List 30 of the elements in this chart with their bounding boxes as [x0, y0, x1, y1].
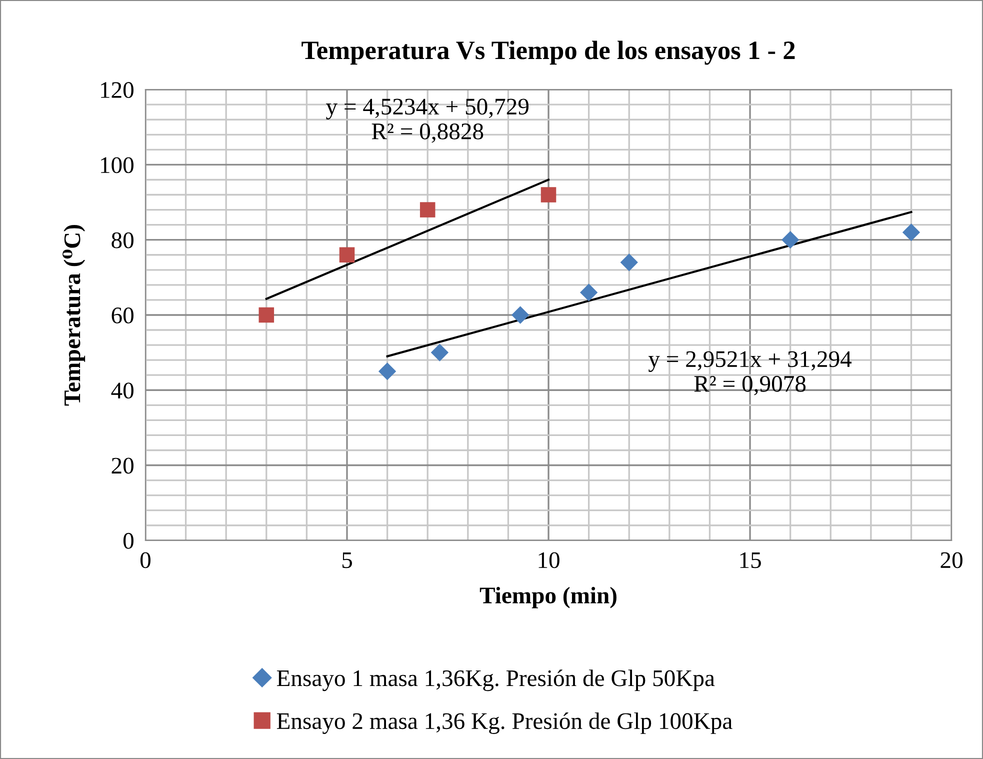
x-tick-label: 0	[140, 552, 150, 568]
point	[580, 284, 598, 302]
x-tick-label: 20	[940, 552, 962, 568]
point	[420, 202, 436, 218]
y-tick-label: 20	[112, 458, 134, 474]
point	[430, 344, 449, 362]
y-tick-label: 80	[112, 232, 134, 248]
y-tick-label: 120	[101, 82, 134, 98]
y-tick-label: 40	[111, 382, 134, 399]
point	[339, 247, 355, 263]
y-tick-label: 0	[123, 532, 134, 549]
y-axis-title: Temperatura (⁰C)	[62, 225, 86, 406]
chart-title: Temperatura Vs Tiempo de los ensayos 1 - 2	[302, 40, 795, 65]
point	[620, 254, 638, 272]
point	[540, 187, 556, 202]
point	[511, 306, 530, 324]
x-tick-label: 10	[538, 552, 560, 568]
point	[902, 223, 920, 242]
x-tick-label: 5	[342, 552, 352, 568]
annotation: y = 2,9521x + 31,294 R² = 0,9078	[648, 351, 852, 396]
annotation: y = 4,5234x + 50,729 R² = 0,8828	[326, 98, 528, 143]
legend-label: Ensayo 1 masa 1,36Kg. Presión de Glp 50Kpa	[276, 670, 715, 692]
y-tick-label: 100	[101, 157, 134, 174]
legend-label: Ensayo 2 masa 1,36 Kg. Presión de Glp 100Kpa	[276, 712, 732, 734]
x-axis-title: Tiempo (min)	[480, 586, 616, 608]
y-tick-label: 60	[112, 307, 134, 324]
point	[378, 362, 396, 380]
x-tick-label: 15	[740, 552, 761, 568]
point	[781, 231, 800, 249]
point	[258, 307, 274, 323]
